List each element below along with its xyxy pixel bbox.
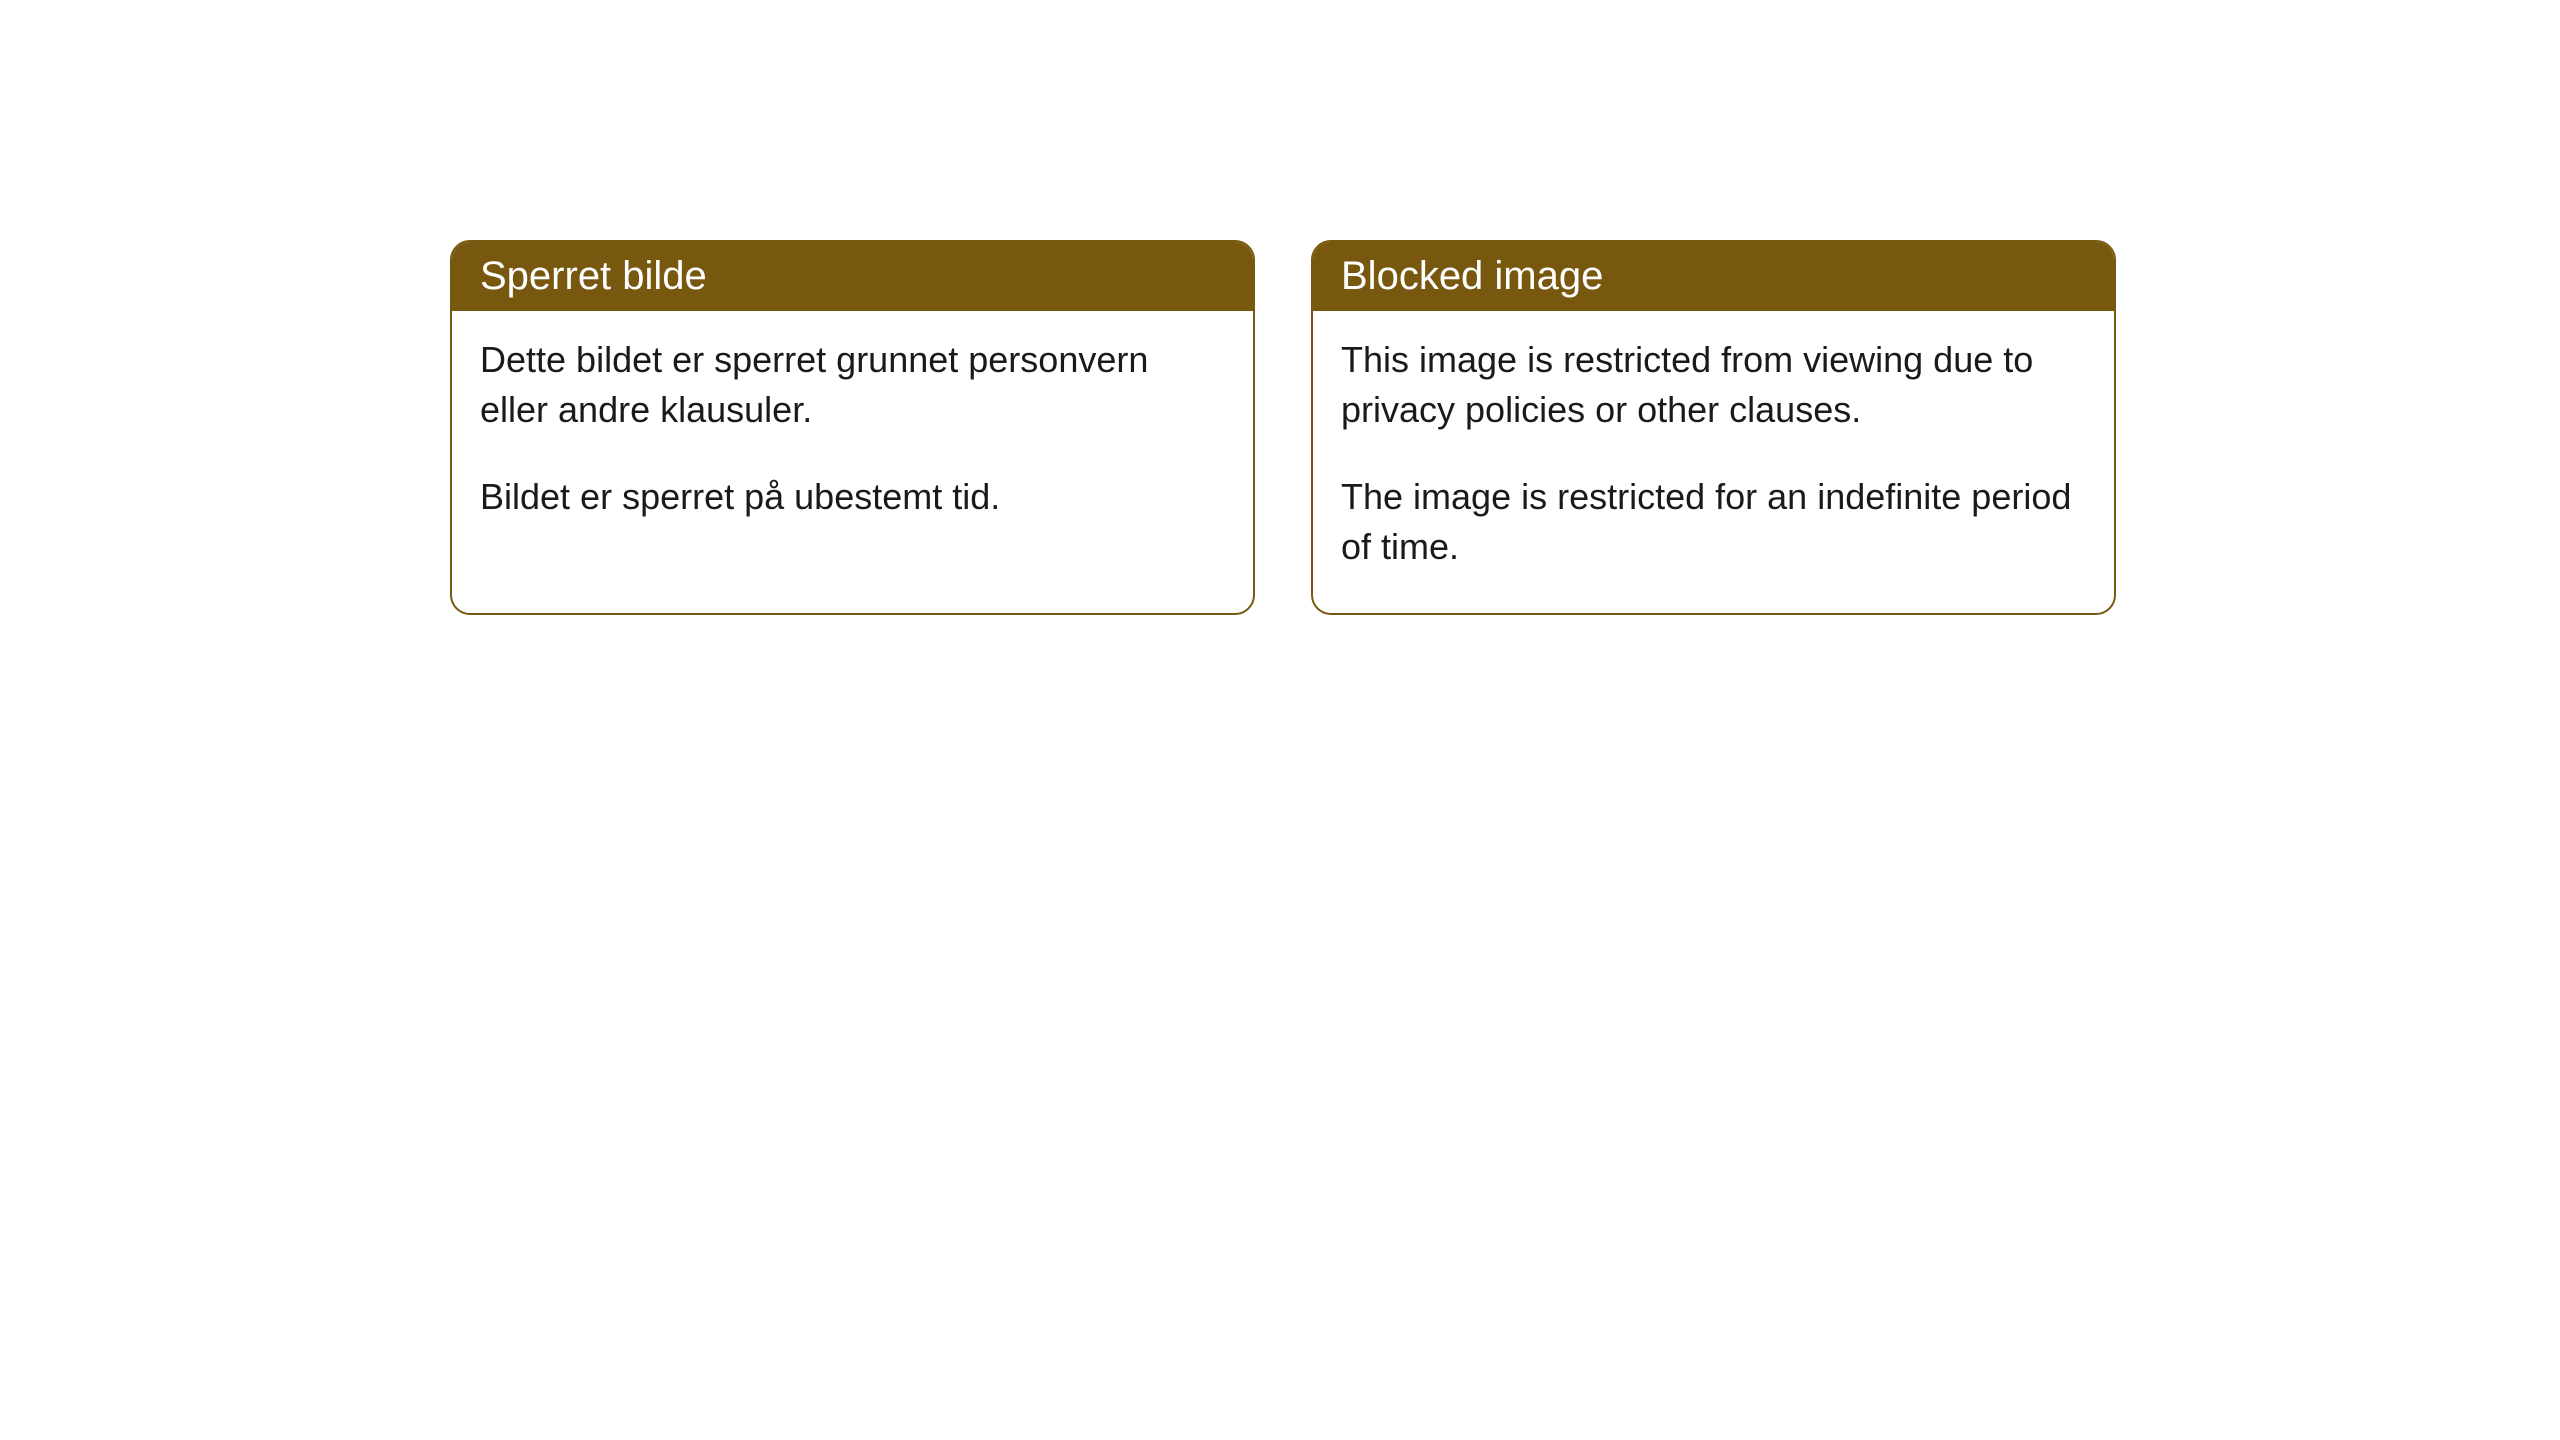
card-paragraph: Dette bildet er sperret grunnet personve… [480, 335, 1225, 436]
blocked-image-card-no: Sperret bilde Dette bildet er sperret gr… [450, 240, 1255, 615]
card-paragraph: The image is restricted for an indefinit… [1341, 472, 2086, 573]
card-paragraph: Bildet er sperret på ubestemt tid. [480, 472, 1225, 522]
blocked-image-card-en: Blocked image This image is restricted f… [1311, 240, 2116, 615]
card-paragraph: This image is restricted from viewing du… [1341, 335, 2086, 436]
card-header: Blocked image [1313, 242, 2114, 311]
card-body: This image is restricted from viewing du… [1313, 311, 2114, 613]
notice-cards-container: Sperret bilde Dette bildet er sperret gr… [450, 240, 2116, 615]
card-header: Sperret bilde [452, 242, 1253, 311]
card-body: Dette bildet er sperret grunnet personve… [452, 311, 1253, 562]
